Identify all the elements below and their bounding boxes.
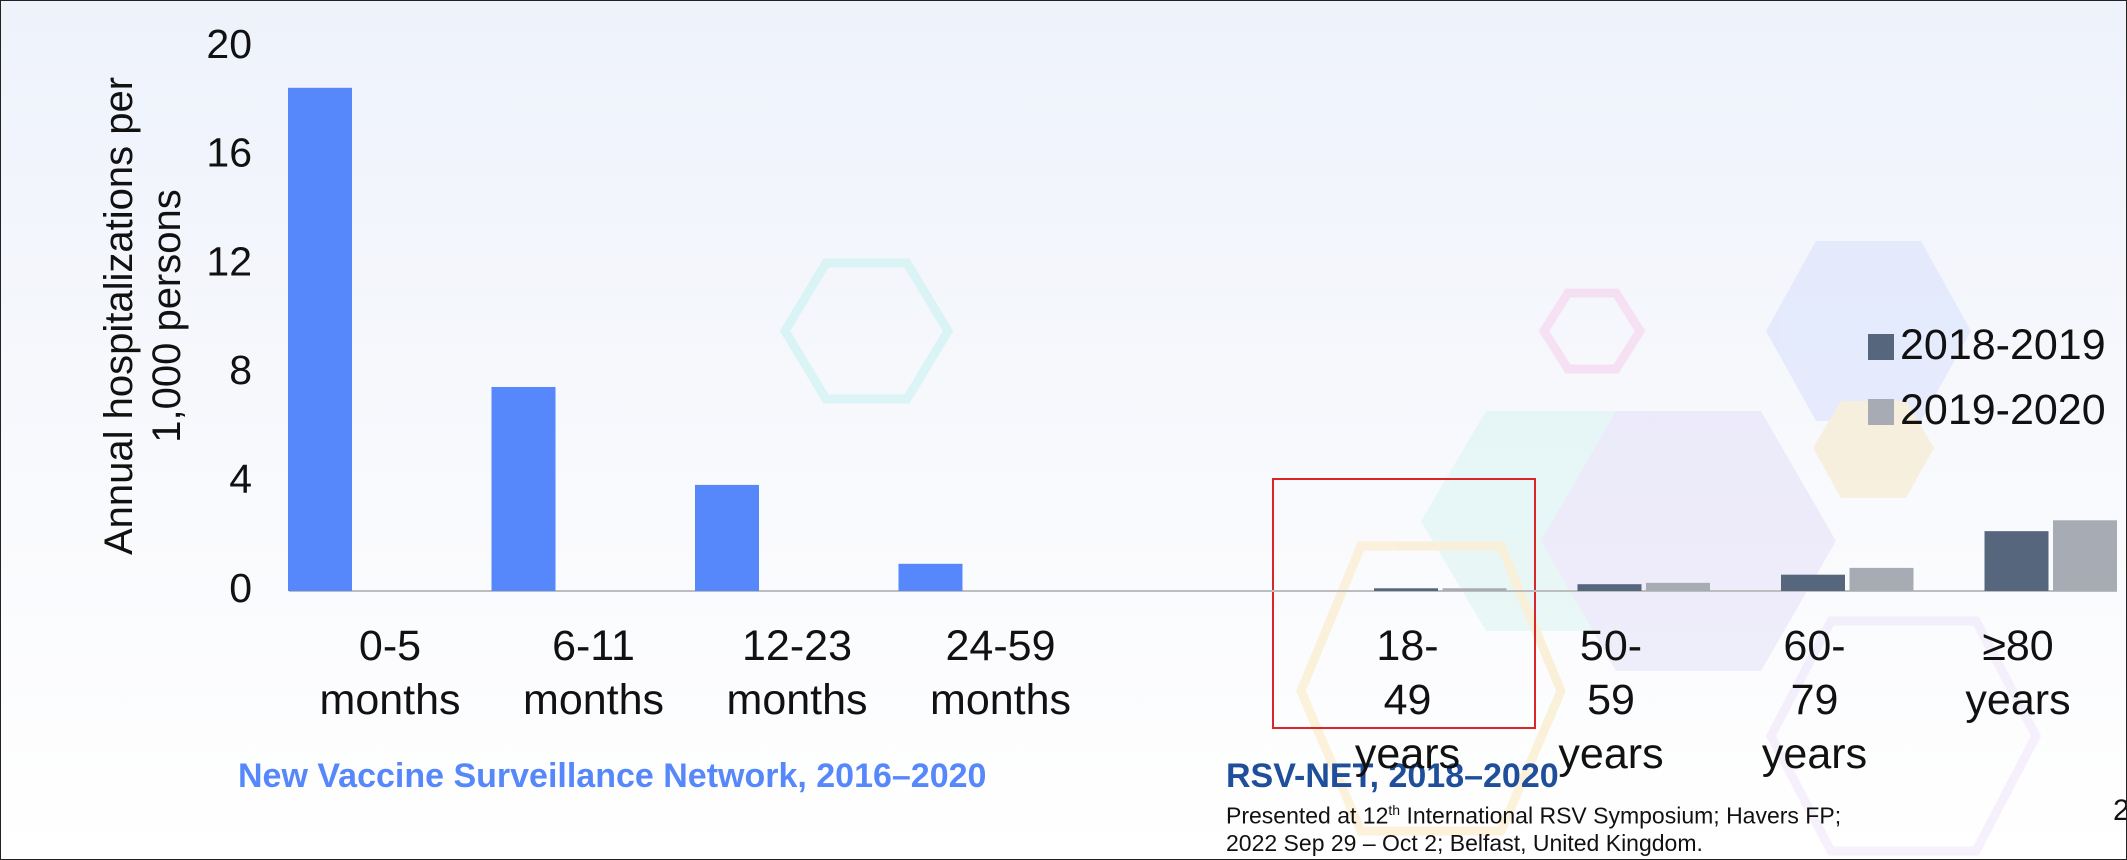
bar — [288, 88, 352, 591]
bar — [695, 485, 759, 591]
footnote-text: Presented at 12 — [1226, 803, 1388, 829]
y-tick-label: 4 — [229, 456, 252, 502]
x-tick-label: 12-23 months — [727, 619, 868, 727]
bar — [1985, 531, 2049, 591]
y-tick-label: 12 — [206, 238, 252, 284]
x-tick-label: 0-5 months — [320, 619, 461, 727]
y-axis-title: Annual hospitalizations per 1,000 person… — [95, 46, 191, 586]
legend-swatch — [1868, 334, 1894, 360]
slide: 0 4 8 12 16 20 Annual hospitalizations per 1,… — [0, 0, 2127, 860]
bar — [2053, 520, 2117, 591]
footnote: Presented at 12th International RSV Symp… — [1226, 797, 1886, 857]
legend-label: 2019-2020 — [1900, 386, 2106, 435]
bar — [1578, 584, 1642, 591]
bar — [1646, 583, 1710, 591]
bar — [899, 564, 963, 591]
bar — [1781, 575, 1845, 591]
group-label: New Vaccine Surveillance Network, 2016–2… — [238, 757, 986, 796]
page-number: 2 — [2113, 794, 2127, 828]
bar — [1443, 588, 1507, 591]
x-tick-label: 6-11 months — [523, 619, 664, 727]
x-tick-label: 50-59 years — [1558, 619, 1663, 781]
y-tick-label: 16 — [206, 130, 252, 176]
x-tick-label: ≥80 years — [1965, 619, 2070, 727]
legend-label: 2018-2019 — [1900, 321, 2106, 370]
y-tick-label: 8 — [229, 347, 252, 393]
bar — [1374, 588, 1438, 591]
x-tick-label: 24-59 months — [930, 619, 1071, 727]
bar — [1850, 568, 1914, 591]
x-tick-label: 18-49 years — [1355, 619, 1460, 781]
bar — [492, 387, 556, 591]
y-tick-label: 20 — [206, 21, 252, 67]
footnote-superscript: th — [1388, 802, 1400, 818]
x-tick-label: 60-79 years — [1762, 619, 1867, 781]
legend-swatch — [1868, 399, 1894, 425]
y-tick-label: 0 — [229, 565, 252, 611]
